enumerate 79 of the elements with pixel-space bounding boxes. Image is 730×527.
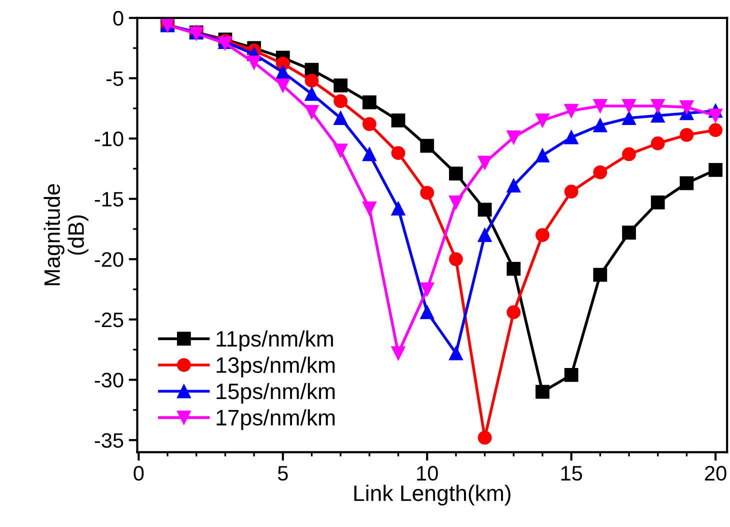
point bbox=[391, 202, 406, 216]
point bbox=[449, 252, 463, 266]
point bbox=[391, 114, 406, 128]
point bbox=[708, 123, 722, 138]
legend-label: 15ps/nm/km bbox=[216, 382, 335, 404]
y-axis-title: Magnitude (dB) bbox=[44, 184, 88, 286]
point bbox=[362, 95, 376, 110]
point bbox=[680, 176, 694, 190]
point bbox=[708, 108, 722, 123]
y-tick-label: -20 bbox=[94, 252, 124, 267]
point bbox=[680, 100, 694, 114]
point bbox=[362, 202, 376, 216]
point bbox=[304, 74, 319, 88]
point bbox=[334, 111, 348, 125]
point bbox=[391, 346, 406, 360]
point bbox=[506, 178, 521, 193]
point bbox=[362, 117, 376, 132]
point bbox=[564, 184, 578, 199]
point bbox=[304, 86, 319, 101]
point bbox=[708, 162, 722, 177]
point bbox=[362, 147, 376, 162]
point bbox=[593, 118, 608, 132]
point bbox=[622, 99, 636, 113]
point bbox=[622, 147, 636, 162]
point bbox=[650, 99, 665, 113]
legend-label: 11ps/nm/km bbox=[216, 330, 333, 352]
point bbox=[276, 65, 290, 80]
x-tick-label: 15 bbox=[561, 466, 582, 481]
point bbox=[536, 114, 550, 128]
point bbox=[650, 108, 665, 123]
point bbox=[247, 56, 261, 70]
point bbox=[420, 186, 434, 200]
point bbox=[449, 166, 463, 180]
point bbox=[334, 78, 348, 92]
point bbox=[449, 196, 463, 210]
y-tick-label: -5 bbox=[106, 71, 124, 86]
legend-label: 17ps/nm/km bbox=[216, 409, 335, 430]
x-tick-label: 20 bbox=[705, 466, 726, 481]
point bbox=[391, 146, 406, 160]
point bbox=[622, 226, 636, 240]
point bbox=[564, 368, 578, 382]
point bbox=[478, 156, 492, 170]
x-tick-label: 0 bbox=[134, 466, 144, 481]
point bbox=[506, 305, 521, 320]
point bbox=[622, 111, 636, 125]
y-tick-label: -30 bbox=[94, 372, 124, 388]
point bbox=[334, 94, 348, 108]
point bbox=[593, 165, 608, 180]
point bbox=[276, 78, 290, 92]
point bbox=[680, 128, 694, 142]
point bbox=[506, 262, 521, 276]
point bbox=[334, 144, 348, 158]
point bbox=[593, 99, 608, 113]
point bbox=[650, 196, 665, 210]
point bbox=[420, 305, 434, 320]
point bbox=[536, 384, 550, 399]
point bbox=[420, 282, 434, 296]
y-tick-label: -10 bbox=[94, 132, 124, 146]
y-tick-label: -25 bbox=[94, 312, 124, 328]
x-tick-label: 10 bbox=[417, 466, 438, 481]
point bbox=[650, 136, 665, 150]
y-tick-label: 0 bbox=[113, 10, 124, 26]
point bbox=[478, 228, 492, 242]
point bbox=[506, 130, 521, 144]
point bbox=[564, 130, 578, 144]
point bbox=[536, 228, 550, 242]
point bbox=[304, 105, 319, 119]
legend-label: 13ps/nm/km bbox=[216, 356, 335, 378]
point bbox=[478, 202, 492, 217]
point bbox=[478, 430, 492, 445]
point bbox=[564, 104, 578, 118]
y-tick-label: -35 bbox=[94, 433, 124, 448]
point bbox=[420, 138, 434, 153]
x-axis-title: Link Length(km) bbox=[354, 484, 510, 506]
y-tick-label: -15 bbox=[94, 192, 124, 207]
point bbox=[593, 268, 608, 282]
x-tick-label: 5 bbox=[278, 466, 288, 481]
point bbox=[449, 346, 463, 360]
point bbox=[536, 148, 550, 162]
